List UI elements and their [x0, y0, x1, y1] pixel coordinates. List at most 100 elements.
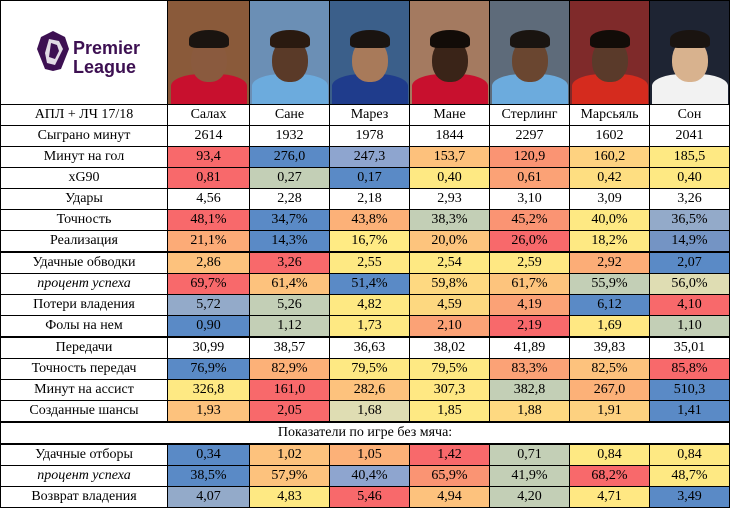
stat-value: 0,40	[649, 167, 730, 189]
stat-value: 41,9%	[489, 465, 570, 487]
stat-row: xG90 0,81 0,27 0,17 0,40 0,61 0,42 0,40	[0, 167, 730, 189]
player-hair	[589, 30, 630, 48]
stat-value: 161,0	[249, 379, 330, 401]
stat-value: 41,89	[489, 336, 570, 359]
stat-label: Фолы на нем	[0, 315, 168, 338]
stat-value: 510,3	[649, 379, 730, 401]
stat-label: Удары	[0, 188, 168, 210]
stat-value: 30,99	[167, 336, 250, 359]
stat-value: 0,40	[409, 167, 490, 189]
stat-value: 68,2%	[569, 465, 650, 487]
stat-value: 4,20	[489, 486, 570, 508]
stat-label: Удачные отборы	[0, 443, 168, 466]
player-hair	[669, 30, 710, 48]
stat-value: 40,0%	[569, 209, 650, 231]
stat-label: процент успеха	[0, 465, 168, 487]
stat-value: 326,8	[167, 379, 250, 401]
stat-row: Передачи 30,99 38,57 36,63 38,02 41,89 39,83 35…	[0, 336, 730, 359]
stat-value: 59,8%	[409, 273, 490, 295]
stat-value: 85,8%	[649, 358, 730, 380]
stat-value: 14,3%	[249, 230, 330, 253]
stat-value: 0,84	[569, 443, 650, 466]
stat-value: 4,19	[489, 294, 570, 316]
stat-value: 0,81	[167, 167, 250, 189]
stat-row: Минут на гол 93,4 276,0 247,3 153,7 120,9 160,…	[0, 146, 730, 168]
stat-value: 2614	[167, 125, 250, 147]
stat-value: 36,5%	[649, 209, 730, 231]
stat-value: 57,9%	[249, 465, 330, 487]
stat-value: 2,54	[409, 251, 490, 274]
stat-label: процент успеха	[0, 273, 168, 295]
player-name: Салах	[167, 104, 250, 126]
stat-value: 0,27	[249, 167, 330, 189]
stat-value: 61,7%	[489, 273, 570, 295]
player-name: Мане	[409, 104, 490, 126]
player-name: Сон	[649, 104, 730, 126]
stat-value: 276,0	[249, 146, 330, 168]
player-photo-frame	[168, 1, 249, 104]
brand-cell: Premier League	[0, 0, 168, 105]
stat-value: 79,5%	[329, 358, 410, 380]
stat-row: Сыграно минут 2614 1932 1978 1844 2297 1602 204…	[0, 125, 730, 147]
player-photo	[249, 0, 330, 105]
stat-value: 1,88	[489, 400, 570, 423]
stat-value: 2,10	[409, 315, 490, 338]
stat-value: 1,69	[569, 315, 650, 338]
stat-value: 40,4%	[329, 465, 410, 487]
stat-row: Удачные обводки 2,86 3,26 2,55 2,54 2,59 2,92 2…	[0, 251, 730, 274]
stat-value: 160,2	[569, 146, 650, 168]
stat-value: 5,26	[249, 294, 330, 316]
stat-value: 61,4%	[249, 273, 330, 295]
stat-value: 4,83	[249, 486, 330, 508]
stat-value: 185,5	[649, 146, 730, 168]
section-title: Показатели по игре без мяча:	[0, 421, 730, 445]
stat-value: 1602	[569, 125, 650, 147]
stat-value: 153,7	[409, 146, 490, 168]
stat-value: 79,5%	[409, 358, 490, 380]
player-name: Стерлинг	[489, 104, 570, 126]
stat-value: 0,84	[649, 443, 730, 466]
stat-row: Удары 4,56 2,28 2,18 2,93 3,10 3,09 3,26	[0, 188, 730, 210]
stat-value: 1,41	[649, 400, 730, 423]
stat-value: 38,57	[249, 336, 330, 359]
stat-value: 2041	[649, 125, 730, 147]
stat-row: Точность передач 76,9% 82,9% 79,5% 79,5% 83,3…	[0, 358, 730, 380]
stat-value: 82,5%	[569, 358, 650, 380]
player-hair	[429, 30, 470, 48]
stat-label: Передачи	[0, 336, 168, 359]
stat-value: 0,17	[329, 167, 410, 189]
stat-value: 38,3%	[409, 209, 490, 231]
stat-label: Сыграно минут	[0, 125, 168, 147]
stat-value: 76,9%	[167, 358, 250, 380]
stat-label: Минут на гол	[0, 146, 168, 168]
stat-value: 3,26	[249, 251, 330, 274]
stat-value: 34,7%	[249, 209, 330, 231]
stat-value: 38,5%	[167, 465, 250, 487]
stat-value: 51,4%	[329, 273, 410, 295]
stat-label: xG90	[0, 167, 168, 189]
stat-value: 247,3	[329, 146, 410, 168]
stat-label: Точность передач	[0, 358, 168, 380]
stat-value: 3,26	[649, 188, 730, 210]
stat-value: 48,1%	[167, 209, 250, 231]
stat-value: 1932	[249, 125, 330, 147]
stat-value: 35,01	[649, 336, 730, 359]
stat-value: 4,07	[167, 486, 250, 508]
player-name: Марсьяль	[569, 104, 650, 126]
stat-value: 2297	[489, 125, 570, 147]
section-row: Показатели по игре без мяча:	[0, 421, 730, 445]
player-photo-frame	[330, 1, 409, 104]
player-name: Марез	[329, 104, 410, 126]
stat-value: 1,10	[649, 315, 730, 338]
lion-icon	[37, 31, 69, 71]
stat-value: 2,28	[249, 188, 330, 210]
stat-value: 36,63	[329, 336, 410, 359]
stat-value: 5,72	[167, 294, 250, 316]
stat-value: 1844	[409, 125, 490, 147]
stat-value: 2,19	[489, 315, 570, 338]
stat-label: Удачные обводки	[0, 251, 168, 274]
stat-value: 83,3%	[489, 358, 570, 380]
player-photo-frame	[490, 1, 569, 104]
stat-value: 55,9%	[569, 273, 650, 295]
stat-value: 16,7%	[329, 230, 410, 253]
